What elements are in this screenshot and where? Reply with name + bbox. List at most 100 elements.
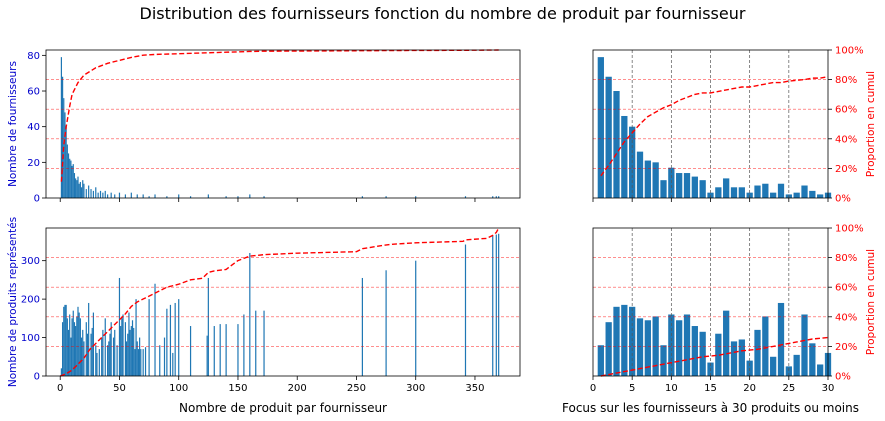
bar bbox=[691, 176, 698, 198]
y2-tick-label: 40% bbox=[835, 312, 857, 323]
bar bbox=[139, 337, 141, 376]
bar bbox=[166, 308, 168, 376]
bar bbox=[72, 164, 74, 198]
x-tick-label: 100 bbox=[169, 383, 188, 394]
bar bbox=[116, 345, 118, 376]
bar bbox=[154, 283, 156, 376]
bar bbox=[124, 322, 126, 376]
y2-tick-label: 20% bbox=[835, 164, 857, 175]
bar bbox=[65, 126, 67, 198]
bar bbox=[129, 329, 131, 376]
bar bbox=[785, 366, 792, 376]
x-axis-label: Focus sur les fournisseurs à 30 produits… bbox=[562, 401, 859, 415]
bar bbox=[107, 345, 109, 376]
bar bbox=[249, 194, 251, 198]
bar bbox=[102, 192, 104, 198]
x-tick-label: 350 bbox=[465, 383, 484, 394]
bar bbox=[110, 322, 112, 376]
bar bbox=[144, 347, 147, 376]
bar bbox=[676, 173, 683, 198]
bar bbox=[61, 76, 64, 198]
x-tick-label: 10 bbox=[665, 383, 678, 394]
bar bbox=[492, 196, 494, 198]
bar bbox=[464, 244, 467, 376]
bar bbox=[605, 76, 612, 198]
bar bbox=[102, 329, 104, 376]
bar bbox=[415, 260, 417, 376]
bar bbox=[225, 196, 227, 198]
bar bbox=[60, 368, 62, 376]
y2-tick-label: 20% bbox=[835, 342, 857, 353]
chart-top_left: 0 20 40 60 80 Nombre de fournisseurs bbox=[7, 49, 521, 205]
bar bbox=[715, 187, 722, 198]
bar bbox=[142, 194, 144, 198]
bar bbox=[644, 160, 651, 198]
bar bbox=[108, 341, 110, 376]
bar bbox=[78, 312, 80, 376]
x-tick-label: 0 bbox=[57, 383, 63, 394]
bar bbox=[96, 352, 98, 376]
bar bbox=[140, 349, 142, 376]
bar bbox=[75, 178, 77, 198]
bar bbox=[206, 335, 208, 376]
y-tick-label: 80 bbox=[27, 51, 40, 62]
bar bbox=[777, 302, 785, 376]
bar bbox=[498, 196, 500, 198]
bar bbox=[148, 299, 150, 376]
chart-top_right: 0% 20% 40% 60% 80% 100% Proportion en cumul bbox=[592, 46, 877, 205]
bar bbox=[142, 349, 144, 376]
chart-bottom_right: 0 5 10 15 20 25 300% 20% 40% 60% 80% 100% Proportion… bbox=[562, 224, 877, 416]
bar bbox=[817, 194, 824, 198]
y-axis-label: Nombre de produits représentés bbox=[7, 217, 19, 387]
bar bbox=[361, 196, 363, 198]
bar bbox=[801, 185, 808, 198]
y-axis-label: Nombre de fournisseurs bbox=[7, 61, 19, 187]
bar bbox=[114, 329, 116, 376]
bar bbox=[237, 196, 239, 198]
bar bbox=[61, 322, 64, 376]
bar bbox=[644, 320, 651, 376]
bar bbox=[361, 277, 363, 376]
bar bbox=[154, 194, 156, 198]
y2-tick-label: 60% bbox=[835, 105, 857, 116]
bar bbox=[793, 354, 800, 376]
bar bbox=[125, 341, 128, 376]
x-tick-label: 150 bbox=[228, 383, 247, 394]
bar bbox=[817, 364, 824, 376]
bar bbox=[498, 233, 500, 376]
bar bbox=[723, 310, 730, 376]
bar bbox=[801, 314, 808, 376]
bar bbox=[136, 341, 138, 376]
y-tick-label: 60 bbox=[27, 87, 40, 98]
y2-axis-label: Proportion en cumul bbox=[865, 249, 877, 355]
bar bbox=[770, 192, 777, 198]
bar bbox=[683, 314, 691, 376]
x-tick-label: 300 bbox=[406, 383, 425, 394]
bar bbox=[120, 326, 122, 376]
bar bbox=[69, 158, 71, 198]
bar bbox=[109, 333, 111, 376]
y2-tick-label: 80% bbox=[835, 253, 857, 264]
bar bbox=[715, 333, 722, 376]
bar bbox=[237, 324, 239, 376]
bar bbox=[66, 318, 68, 376]
bar bbox=[112, 337, 115, 376]
bar bbox=[83, 183, 85, 198]
bar bbox=[636, 318, 644, 376]
bar bbox=[613, 91, 620, 198]
bar bbox=[777, 183, 785, 198]
bar bbox=[118, 192, 121, 198]
bar bbox=[243, 314, 245, 376]
bar bbox=[101, 337, 103, 376]
bar bbox=[79, 181, 81, 198]
bar bbox=[80, 187, 83, 198]
bar bbox=[110, 192, 112, 198]
y2-tick-label: 100% bbox=[835, 224, 864, 235]
bar bbox=[263, 310, 265, 376]
bar bbox=[219, 324, 221, 376]
bar bbox=[97, 192, 99, 198]
y2-tick-label: 100% bbox=[835, 46, 864, 57]
bar bbox=[86, 333, 89, 376]
bar bbox=[613, 306, 620, 376]
